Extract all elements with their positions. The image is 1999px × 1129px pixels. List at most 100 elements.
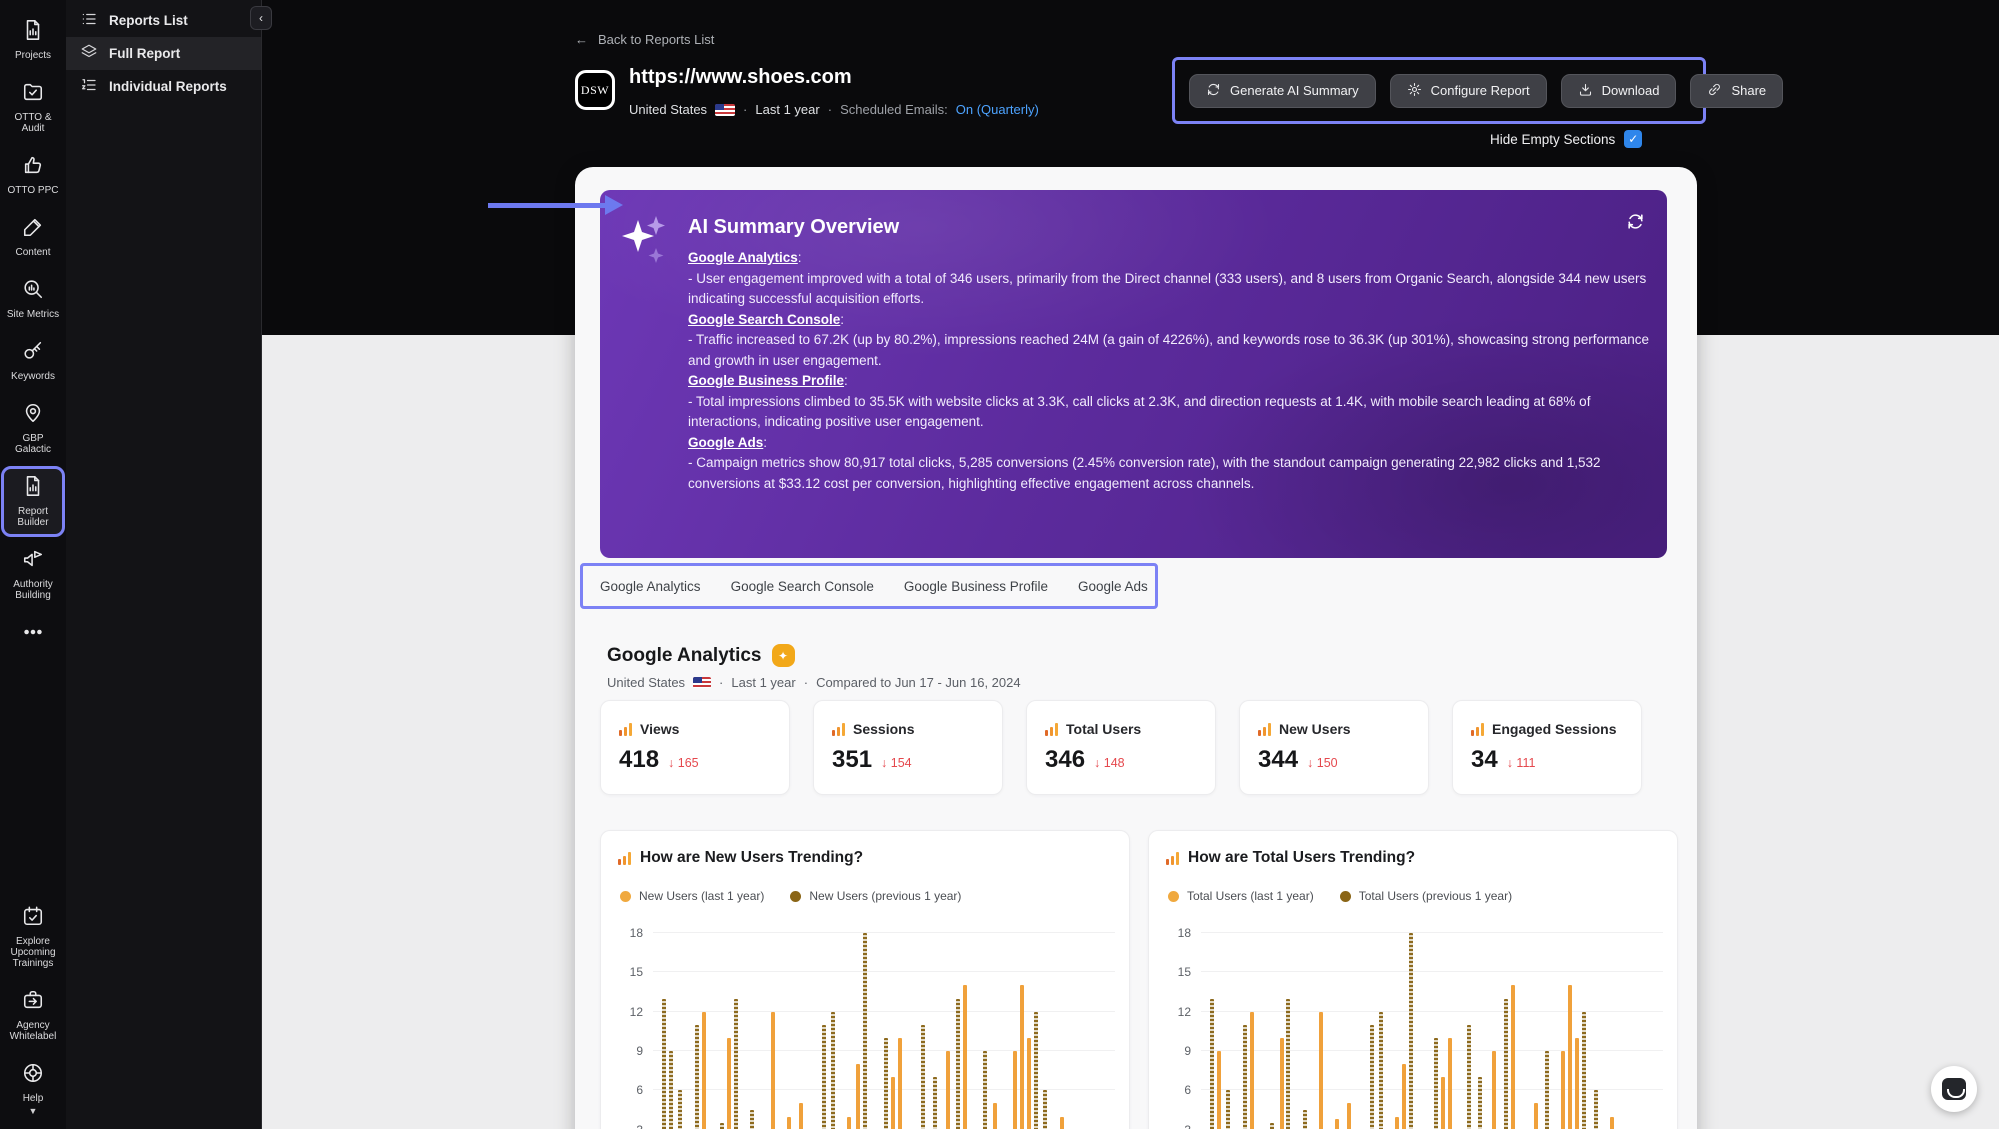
- rail-item-label: GBP Galactic: [14, 433, 52, 455]
- rail-item-content[interactable]: Content: [3, 209, 63, 265]
- tab-google-business-profile[interactable]: Google Business Profile: [903, 578, 1048, 594]
- legend-label: Total Users (last 1 year): [1187, 889, 1314, 903]
- chart-bar: [662, 998, 667, 1129]
- legend-dot-icon: [1339, 890, 1351, 902]
- tab-google-search-console[interactable]: Google Search Console: [730, 578, 874, 594]
- button-label: Configure Report: [1430, 83, 1530, 98]
- us-flag-icon: [693, 677, 712, 688]
- y-axis-tick: 9: [1184, 1044, 1191, 1058]
- legend-label: New Users (previous 1 year): [809, 889, 962, 903]
- rail-item-label: Keywords: [11, 371, 55, 382]
- share-button[interactable]: Share: [1690, 73, 1784, 108]
- chart-bar: [821, 1024, 826, 1129]
- chart-bar: [1503, 998, 1508, 1129]
- generate-ai-summary-button[interactable]: Generate AI Summary: [1189, 73, 1376, 108]
- refresh-icon[interactable]: [1626, 212, 1645, 231]
- chart-title: How are New Users Trending?: [640, 849, 864, 866]
- ai-badge-icon: ✦: [771, 644, 795, 667]
- share-icon: [1707, 82, 1722, 100]
- metric-card-total-users: Total Users 346 ↓ 148: [1026, 700, 1216, 795]
- ai-summary-card: AI Summary Overview Google Analytics: - U…: [600, 190, 1667, 558]
- bar-chart-icon: [1471, 722, 1484, 736]
- metric-value: 351: [832, 746, 873, 773]
- chart-bar: [983, 1051, 988, 1129]
- layers-icon: [80, 43, 98, 64]
- tab-google-ads[interactable]: Google Ads: [1077, 578, 1148, 594]
- chart-bar: [863, 933, 868, 1129]
- sidebar-item-reports-list[interactable]: Reports List: [66, 4, 261, 37]
- metric-label: Views: [640, 721, 680, 737]
- rail-item-whitelabel[interactable]: Agency Whitelabel: [3, 982, 63, 1049]
- chart-bar: [890, 1077, 895, 1129]
- ga-section-title: Google Analytics: [607, 644, 762, 666]
- chart-bar: [1561, 1051, 1566, 1129]
- sidebar-item-full-report[interactable]: Full Report: [66, 37, 261, 70]
- ai-section-heading: Google Ads: [688, 434, 764, 450]
- rail-item-otto-audit[interactable]: OTTO & Audit: [3, 74, 63, 141]
- rail-item-trainings[interactable]: Explore Upcoming Trainings: [3, 898, 63, 976]
- rail-item-otto-ppc[interactable]: OTTO PPC: [3, 147, 63, 203]
- chat-bubble-icon: [1942, 1078, 1966, 1100]
- rail-item-label: Explore Upcoming Trainings: [10, 936, 56, 969]
- chart-bar: [1395, 1116, 1400, 1129]
- scheduled-emails-value[interactable]: On (Quarterly): [955, 102, 1039, 117]
- rail-item-report-builder[interactable]: Report Builder: [1, 466, 65, 537]
- rail-item-label: Site Metrics: [6, 309, 60, 320]
- arrow-down-icon: ↓: [881, 756, 888, 770]
- rail-item-projects[interactable]: Projects: [3, 12, 63, 68]
- metric-label: Sessions: [853, 721, 915, 737]
- chart-bar: [1575, 1037, 1580, 1129]
- chart-title: How are Total Users Trending?: [1188, 849, 1416, 866]
- gear-icon: [1407, 82, 1422, 100]
- sidebar-item-label: Full Report: [109, 46, 181, 61]
- chart-bar: [1593, 1090, 1598, 1129]
- bar-chart-icon: [1258, 722, 1271, 736]
- legend-label: New Users (last 1 year): [639, 889, 765, 903]
- bar-chart-icon: [1166, 851, 1179, 865]
- metric-delta: ↓ 165: [668, 756, 699, 770]
- metric-value: 34: [1471, 746, 1498, 773]
- chart-bar: [1466, 1024, 1471, 1129]
- chart-bar: [1249, 1011, 1254, 1129]
- chart-bar: [897, 1037, 902, 1129]
- chat-launcher-button[interactable]: [1931, 1066, 1977, 1112]
- chart-bar: [884, 1037, 888, 1129]
- rail-item-more[interactable]: [3, 614, 63, 655]
- chart-bar: [1545, 1051, 1550, 1129]
- whitelabel-icon: [22, 989, 44, 1016]
- rail-item-label: Authority Building: [13, 579, 53, 601]
- chart-bar: [719, 1123, 724, 1129]
- rail-item-help[interactable]: Help ▼: [3, 1055, 63, 1123]
- tab-google-analytics[interactable]: Google Analytics: [600, 578, 701, 594]
- report-card: AI Summary Overview Google Analytics: - U…: [575, 167, 1697, 1129]
- sidebar-item-individual-reports[interactable]: Individual Reports: [66, 70, 261, 103]
- chart-bar: [1434, 1037, 1439, 1129]
- bar-chart-icon: [618, 851, 631, 865]
- metric-label: New Users: [1279, 721, 1351, 737]
- ai-section-text: - Traffic increased to 67.2K (up by 80.2…: [688, 332, 1650, 368]
- rail-item-site-metrics[interactable]: Site Metrics: [3, 271, 63, 327]
- rail-item-keywords[interactable]: Keywords: [3, 333, 63, 389]
- rail-item-label: Agency Whitelabel: [9, 1020, 57, 1042]
- chart-bar: [955, 998, 960, 1129]
- legend-dot-icon: [790, 890, 802, 902]
- chart-bar: [1279, 1037, 1284, 1129]
- site-meta-row: United States · Last 1 year · Scheduled …: [629, 102, 1039, 117]
- rail-item-label: Report Builder: [17, 506, 49, 528]
- left-icon-rail: Projects OTTO & Audit OTTO PPC Content Site …: [0, 0, 66, 1129]
- site-period: Last 1 year: [755, 102, 820, 117]
- configure-report-button[interactable]: Configure Report: [1389, 73, 1547, 108]
- back-to-reports-link[interactable]: ← Back to Reports List: [575, 32, 715, 47]
- metric-delta: ↓ 154: [881, 756, 912, 770]
- sidebar-item-label: Reports List: [109, 13, 188, 28]
- metric-card-views: Views 418 ↓ 165: [600, 700, 790, 795]
- bar-chart-icon: [619, 722, 632, 736]
- hide-empty-checkbox[interactable]: ✓: [1624, 130, 1643, 148]
- chart-plot-area: 18 15 12 9 6 3: [1178, 926, 1663, 1129]
- rail-item-authority-building[interactable]: Authority Building: [3, 541, 63, 608]
- chart-bar: [1027, 1037, 1032, 1129]
- download-button[interactable]: Download: [1560, 73, 1677, 108]
- rail-item-gbp-galactic[interactable]: GBP Galactic: [3, 395, 63, 462]
- sidebar-collapse-button[interactable]: ‹: [250, 6, 272, 30]
- ai-section-heading: Google Business Profile: [688, 373, 845, 388]
